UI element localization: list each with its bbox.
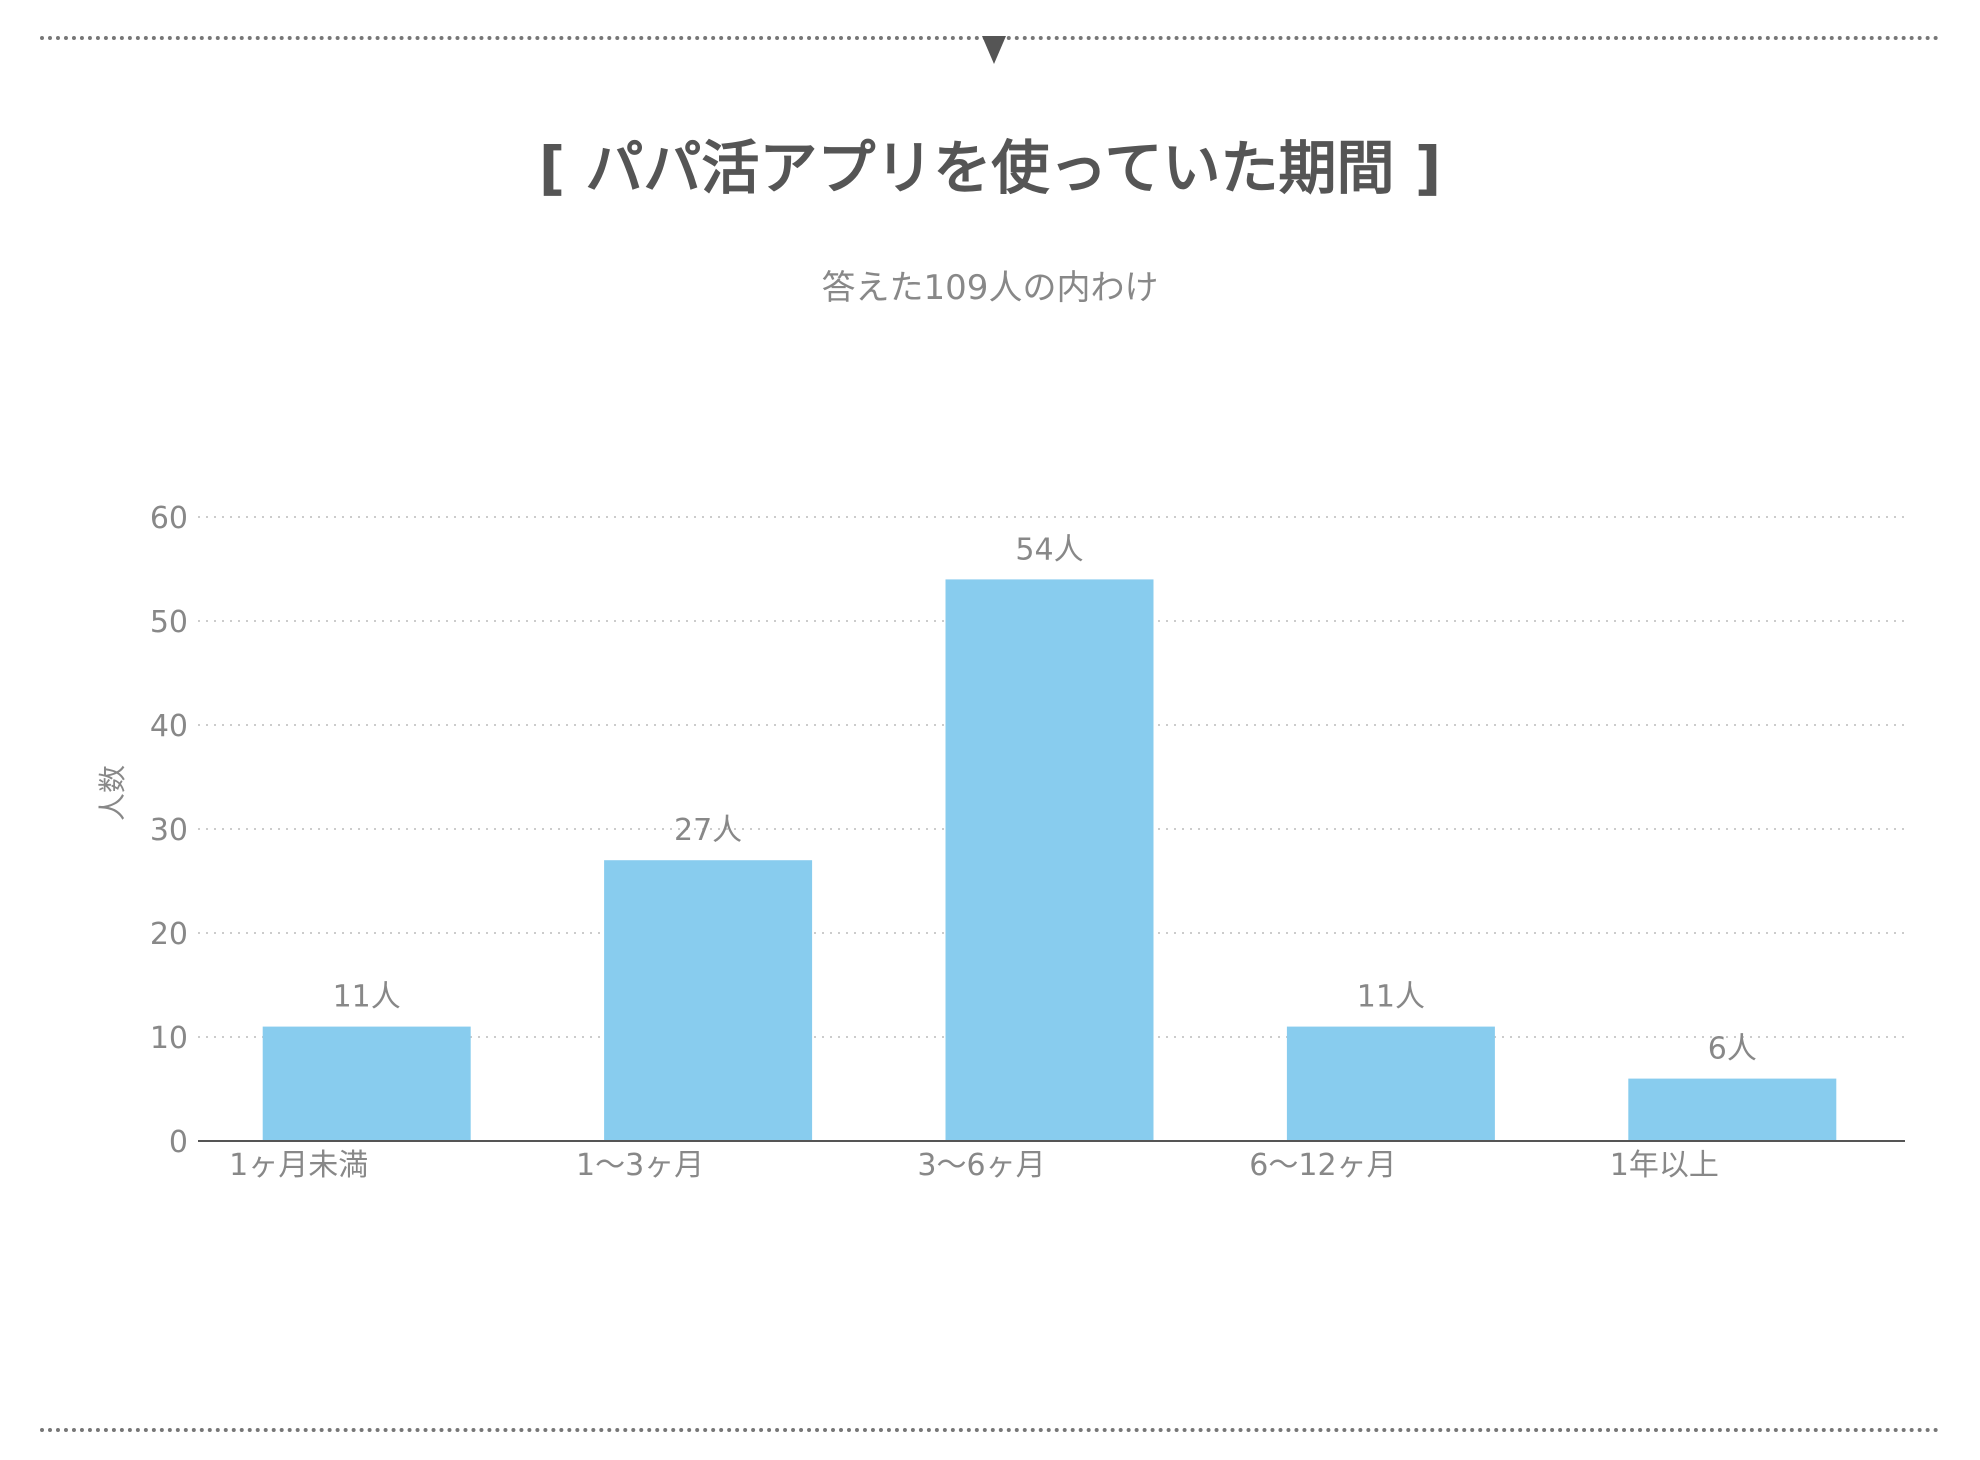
bar-2 (945, 579, 1154, 1141)
data-label: 27人 (674, 813, 742, 848)
bars (262, 579, 1837, 1141)
x-tick-label: 1年以上 (1610, 1148, 1719, 1183)
chart-title: [ パパ活アプリを使っていた期間 ] (538, 134, 1442, 202)
chart-subtitle: 答えた109人の内わけ (821, 268, 1159, 308)
data-labels: 11人 27人 54人 11人 6人 (333, 532, 1757, 1066)
bar-0 (262, 1026, 471, 1141)
y-tick-label: 10 (150, 1021, 188, 1056)
y-axis-title: 人数 (96, 765, 129, 821)
bottom-divider (40, 1428, 1940, 1432)
x-tick-label: 1ヶ月未満 (229, 1148, 368, 1183)
x-tick-label: 6〜12ヶ月 (1249, 1148, 1396, 1183)
down-arrow-icon (982, 36, 1006, 64)
y-tick-labels: 0 10 20 30 40 50 60 (150, 501, 188, 1160)
bar-3 (1286, 1026, 1495, 1141)
bar-4 (1628, 1078, 1837, 1141)
data-label: 6人 (1708, 1032, 1757, 1067)
data-label: 54人 (1015, 532, 1083, 567)
data-label: 11人 (1357, 980, 1425, 1015)
x-tick-label: 3〜6ヶ月 (917, 1148, 1045, 1183)
y-tick-label: 20 (150, 917, 188, 952)
x-tick-label: 1〜3ヶ月 (576, 1148, 704, 1183)
y-tick-label: 50 (150, 605, 188, 640)
bar-1 (604, 860, 813, 1141)
y-tick-label: 60 (150, 501, 188, 536)
x-tick-labels: 1ヶ月未満 1〜3ヶ月 3〜6ヶ月 6〜12ヶ月 1年以上 (229, 1148, 1719, 1183)
data-label: 11人 (333, 980, 401, 1015)
y-tick-label: 30 (150, 813, 188, 848)
y-tick-label: 0 (169, 1125, 188, 1160)
y-tick-label: 40 (150, 709, 188, 744)
